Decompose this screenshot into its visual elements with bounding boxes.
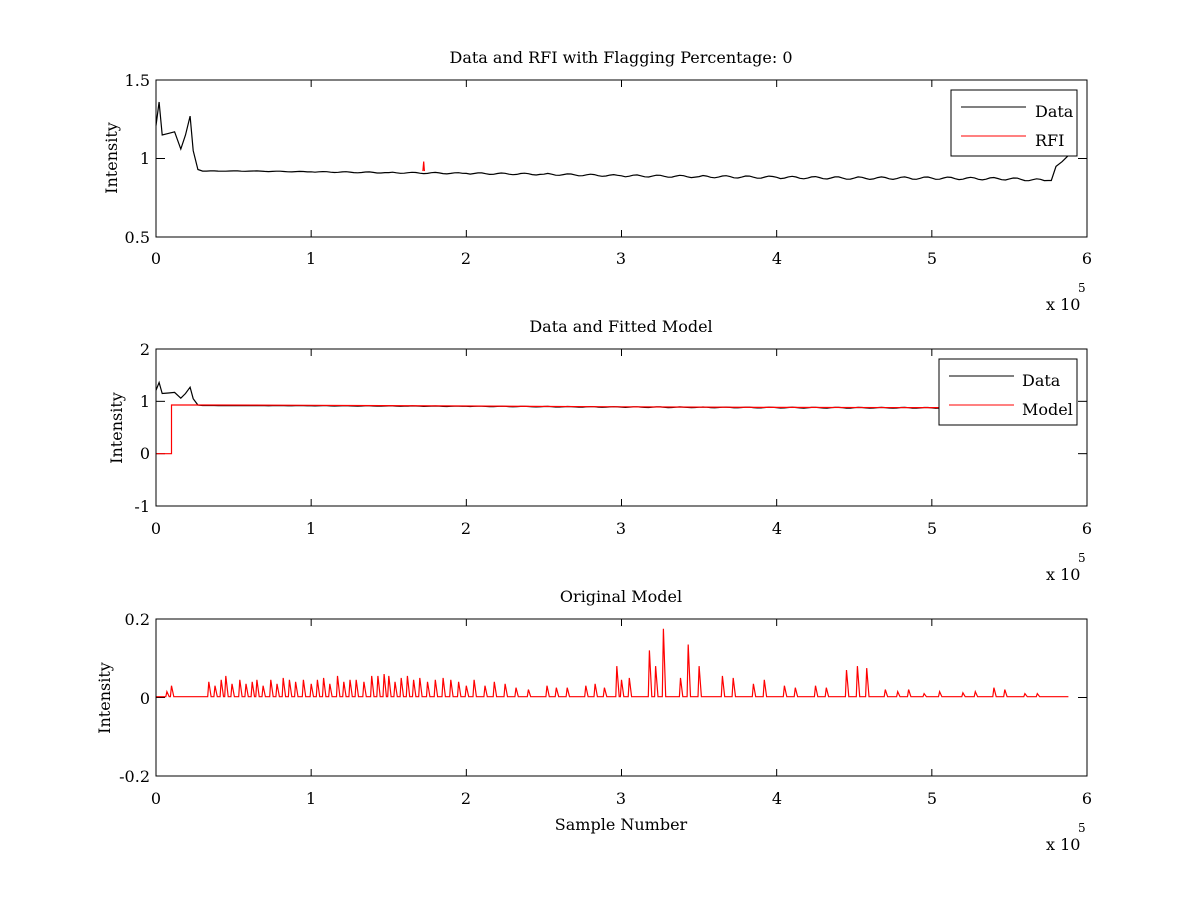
panel-fitted-model: Data and Fitted Model Intensity 0 1 2 3 … xyxy=(107,317,1092,584)
y-tick-label: 0 xyxy=(140,689,150,708)
x-tick-label: 0 xyxy=(151,789,161,808)
y-axis-label: Intensity xyxy=(95,662,114,734)
x-tick-label: 4 xyxy=(772,789,782,808)
legend-box xyxy=(950,89,1078,157)
x-tick-label: 3 xyxy=(616,789,626,808)
chart-title: Data and Fitted Model xyxy=(529,317,712,336)
x-tick-label: 0 xyxy=(151,249,161,268)
x-tick-label: 5 xyxy=(927,249,937,268)
x-tick-label: 6 xyxy=(1082,789,1092,808)
chart-title: Original Model xyxy=(560,587,682,606)
legend-label-data: Data xyxy=(1022,371,1061,390)
data-series-line xyxy=(155,101,1069,182)
rfi-series-line xyxy=(422,161,425,172)
plot-frame xyxy=(155,618,1088,777)
legend-label-model: Model xyxy=(1022,400,1073,419)
x-multiplier-exponent: 5 xyxy=(1078,551,1086,565)
x-tick-label: 6 xyxy=(1082,249,1092,268)
x-tick-label: 6 xyxy=(1082,519,1092,538)
plot-frame xyxy=(155,348,1088,507)
y-tick-label: 1 xyxy=(140,392,150,411)
x-multiplier-exponent: 5 xyxy=(1078,821,1086,835)
x-tick-label: 3 xyxy=(616,519,626,538)
x-tick-label: 3 xyxy=(616,249,626,268)
y-tick-label: 0.5 xyxy=(125,228,150,247)
y-tick-label: 0 xyxy=(140,444,150,463)
model-series-line xyxy=(156,628,1069,698)
y-tick-label: -1 xyxy=(134,497,150,516)
chart-title: Data and RFI with Flagging Percentage: 0 xyxy=(449,48,792,67)
x-tick-label: 4 xyxy=(772,519,782,538)
y-axis-label: Intensity xyxy=(107,392,126,464)
plot-frame xyxy=(155,79,1088,238)
legend-label-data: Data xyxy=(1035,102,1074,121)
model-series-line xyxy=(156,404,1025,455)
x-tick-label: 0 xyxy=(151,519,161,538)
y-tick-label: 1.5 xyxy=(125,71,150,90)
x-tick-label: 5 xyxy=(927,789,937,808)
x-tick-label: 1 xyxy=(306,519,316,538)
x-multiplier-label: x 10 xyxy=(1046,565,1080,584)
legend-label-rfi: RFI xyxy=(1035,131,1064,150)
panel-original-model: Original Model Intensity 0 1 2 3 4 5 6 0… xyxy=(95,587,1092,854)
x-multiplier-label: x 10 xyxy=(1046,835,1080,854)
plot-area xyxy=(155,348,1088,507)
legend: Data Model xyxy=(938,358,1078,426)
x-multiplier-label: x 10 xyxy=(1046,295,1080,314)
x-tick-label: 2 xyxy=(461,519,471,538)
x-tick-label: 5 xyxy=(927,519,937,538)
y-tick-label: 1 xyxy=(140,149,150,168)
x-tick-label: 2 xyxy=(461,249,471,268)
x-tick-label: 1 xyxy=(306,789,316,808)
x-tick-label: 4 xyxy=(772,249,782,268)
y-tick-label: 2 xyxy=(140,340,150,359)
y-tick-label: -0.2 xyxy=(119,767,150,786)
y-axis-label: Intensity xyxy=(102,122,121,194)
panel-data-rfi: Data and RFI with Flagging Percentage: 0… xyxy=(102,48,1092,314)
x-axis-label: Sample Number xyxy=(555,815,688,834)
legend: Data RFI xyxy=(950,89,1078,157)
x-tick-label: 1 xyxy=(306,249,316,268)
legend-box xyxy=(938,358,1078,426)
x-multiplier-exponent: 5 xyxy=(1078,281,1086,295)
x-tick-label: 2 xyxy=(461,789,471,808)
y-tick-label: 0.2 xyxy=(125,610,150,629)
